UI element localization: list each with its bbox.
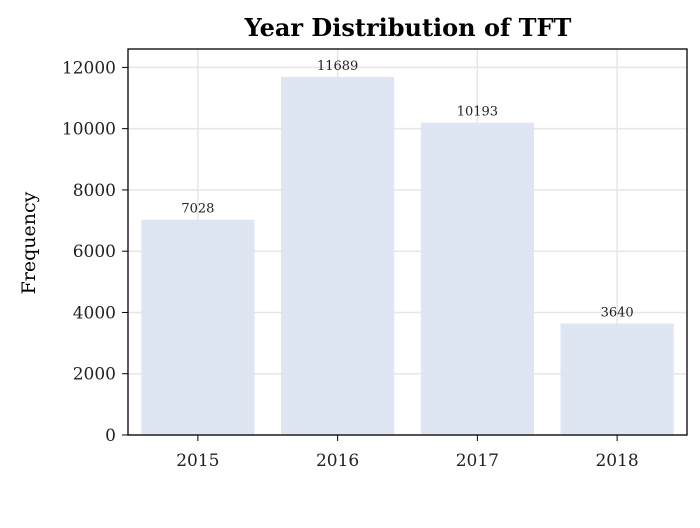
y-tick-label: 0	[105, 426, 116, 446]
bars	[141, 76, 674, 435]
x-tick-label: 2017	[456, 451, 499, 471]
data-label: 10193	[457, 105, 498, 120]
data-label: 3640	[601, 305, 634, 320]
x-tick-label: 2015	[176, 451, 219, 471]
y-tick-label: 4000	[73, 303, 116, 323]
data-labels: 7028 11689 10193 3640	[181, 59, 633, 321]
y-tick-label: 6000	[73, 242, 116, 262]
plot-frame	[127, 48, 688, 436]
y-axis-label: Frequency	[18, 191, 40, 294]
y-tick-label: 8000	[73, 181, 116, 201]
y-tick-label: 10000	[62, 120, 116, 140]
y-tick-label: 2000	[73, 365, 116, 385]
bar	[141, 219, 255, 435]
data-label: 11689	[317, 59, 358, 74]
bar	[281, 76, 395, 435]
axis-ticks: 0 2000 4000 6000 8000 10000 12000 2015 2016 2017 2…	[62, 58, 639, 471]
x-tick-label: 2016	[316, 451, 359, 471]
y-tick-label: 12000	[62, 58, 116, 78]
bar	[560, 323, 674, 435]
bar	[420, 122, 534, 435]
data-label: 7028	[181, 202, 214, 217]
chart-title: Year Distribution of TFT	[244, 13, 572, 42]
x-tick-label: 2018	[595, 451, 638, 471]
